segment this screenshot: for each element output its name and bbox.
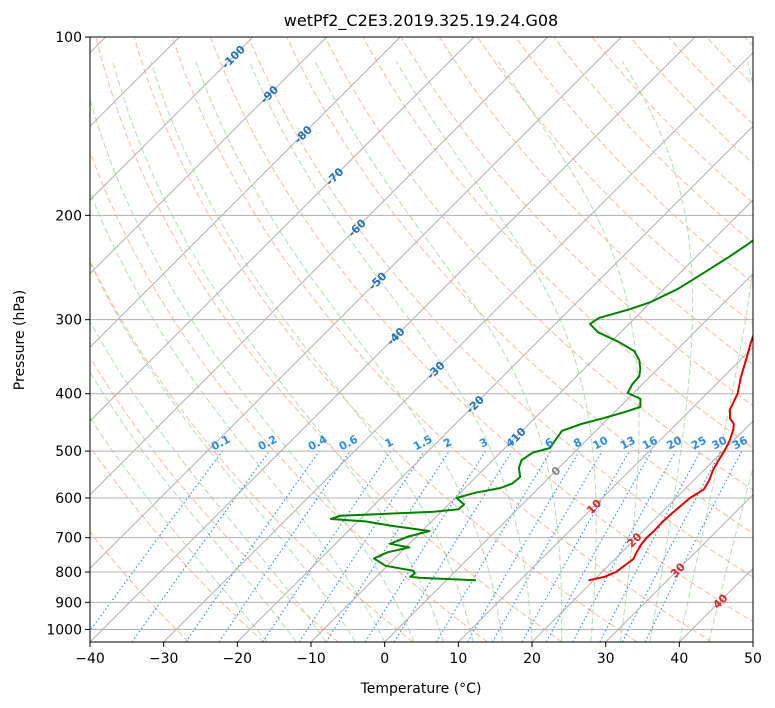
isotherm-line — [90, 37, 328, 275]
mixing-ratio-label: 13 — [618, 434, 638, 453]
mixing-ratio-label: 10 — [591, 434, 611, 453]
chart-title: wetPf2_C2E3.2019.325.19.24.G08 — [284, 11, 558, 31]
mixing-ratio-label: 16 — [640, 434, 660, 453]
x-tick-label: 0 — [380, 651, 389, 667]
isotherm-line — [531, 420, 753, 642]
y-tick-label: 800 — [55, 565, 82, 581]
mixing-ratio-line — [467, 450, 580, 642]
moist-adiabat-line — [90, 320, 327, 642]
moist-adiabat-line — [90, 190, 386, 642]
x-tick-label: −20 — [223, 651, 253, 667]
y-tick-label: 100 — [55, 30, 82, 46]
mixing-ratio-label: 25 — [689, 434, 709, 453]
mixing-ratio-line — [90, 450, 223, 632]
y-tick-label: 500 — [55, 444, 82, 460]
x-tick-label: 40 — [670, 651, 688, 667]
plot-area — [90, 37, 753, 642]
isotherm-line — [163, 51, 753, 642]
mixing-ratio-line — [364, 450, 486, 642]
isotherm-line — [90, 37, 549, 496]
moist-adiabat-line — [112, 61, 445, 642]
dry-adiabat-line — [591, 37, 753, 204]
mixing-ratio-line — [491, 450, 603, 642]
dry-adiabat-line — [95, 37, 563, 642]
x-tick-label: 50 — [744, 651, 762, 667]
moist-adiabat-line — [90, 97, 415, 642]
mixing-ratio-line — [572, 450, 677, 642]
moist-adiabat-line — [90, 416, 268, 642]
moist-adiabat-line — [249, 61, 533, 642]
dry-adiabat-line — [477, 37, 753, 325]
moist-adiabat-line — [90, 261, 356, 642]
x-tick-label: −30 — [149, 651, 179, 667]
mixing-ratio-line — [521, 450, 630, 642]
temperature-profile-line — [588, 333, 753, 582]
x-tick-label: 30 — [597, 651, 615, 667]
isotherm-line — [90, 37, 696, 642]
mixing-ratio-label: 36 — [730, 434, 750, 453]
mixing-ratio-line — [185, 450, 320, 642]
y-tick-label: 200 — [55, 208, 82, 224]
mixing-ratio-line — [393, 450, 513, 642]
x-tick-label: 20 — [523, 651, 541, 667]
mixing-ratio-line — [131, 450, 270, 642]
isotherm-line — [457, 346, 753, 642]
dewpoint-profile-line — [329, 239, 753, 582]
dry-adiabat-line — [133, 37, 638, 642]
moist-adiabat-line — [396, 61, 597, 642]
moist-adiabat-line — [150, 61, 474, 642]
y-tick-label: 600 — [55, 491, 82, 507]
plot-frame — [89, 36, 754, 643]
dry-adiabat-line — [210, 37, 753, 623]
y-tick-label: 1000 — [46, 622, 82, 638]
dry-adiabat-line — [438, 37, 753, 366]
dry-adiabat-line — [90, 150, 488, 642]
dry-adiabat-line — [515, 37, 753, 284]
x-axis-title: Temperature (°C) — [360, 681, 482, 697]
moist-adiabat-line — [497, 61, 640, 642]
y-tick-label: 900 — [55, 595, 82, 611]
moist-adiabat-line — [621, 61, 694, 642]
mixing-ratio-label: 30 — [710, 434, 730, 453]
dry-adiabat-line — [553, 37, 753, 244]
isotherm-line — [90, 37, 401, 349]
moist-adiabat-line — [314, 61, 563, 642]
dry-adiabat-line — [248, 37, 753, 578]
isotherm-line — [90, 37, 622, 570]
y-tick-label: 400 — [55, 387, 82, 403]
x-tick-label: 10 — [449, 651, 467, 667]
isotherm-line — [605, 493, 753, 642]
moist-adiabat-line — [708, 465, 753, 642]
y-tick-label: 300 — [55, 313, 82, 329]
dry-adiabat-line — [629, 37, 753, 165]
y-axis-title: Pressure (hPa) — [12, 290, 28, 390]
x-tick-label: −40 — [75, 651, 105, 667]
isotherm-line — [236, 125, 753, 642]
mixing-ratio-line — [218, 450, 351, 642]
y-tick-label: 700 — [55, 531, 82, 547]
x-tick-label: −10 — [296, 651, 326, 667]
dry-adiabat-line — [90, 356, 339, 642]
dry-adiabat-line — [90, 531, 190, 642]
dry-adiabat-line — [324, 37, 753, 491]
dry-adiabat-line — [400, 37, 753, 407]
isotherm-line — [90, 37, 254, 201]
isotherm-line — [384, 272, 753, 642]
mixing-ratio-line — [435, 450, 552, 642]
dry-adiabat-line — [90, 259, 414, 642]
mixing-ratio-label: 20 — [664, 434, 684, 453]
mixing-ratio-line — [325, 450, 450, 642]
moist-adiabat-line — [678, 61, 753, 642]
isotherm-line — [90, 37, 475, 422]
dry-adiabat-line — [286, 37, 753, 534]
